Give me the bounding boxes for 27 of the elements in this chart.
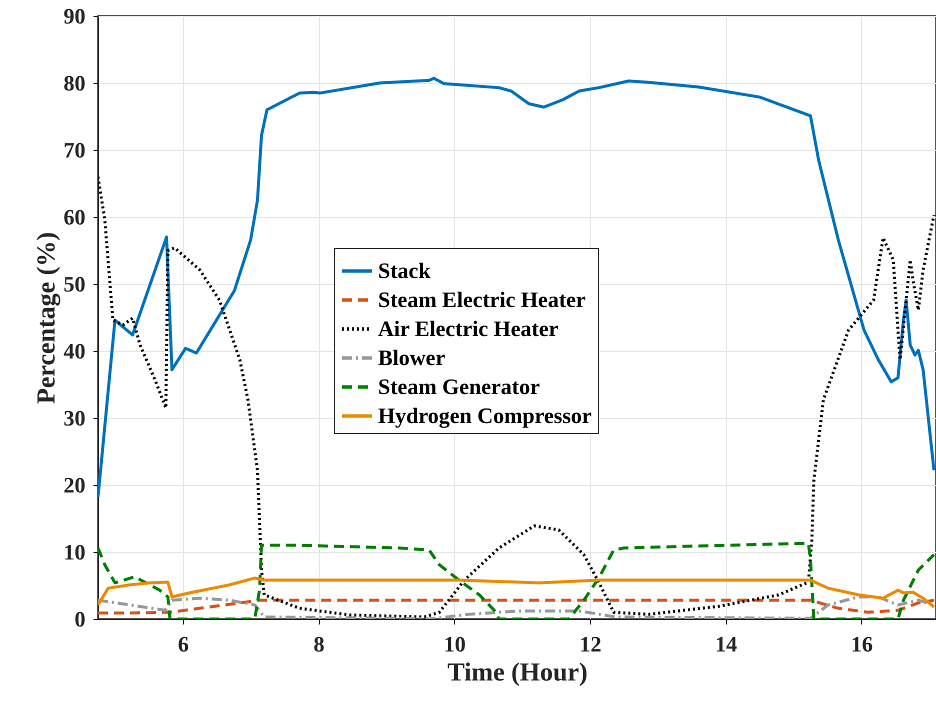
y-tick-label: 70 (64, 138, 86, 162)
x-tick-label: 14 (715, 632, 738, 656)
legend-label: Stack (378, 258, 432, 283)
x-tick-label: 16 (850, 632, 873, 656)
y-tick-label: 50 (64, 272, 86, 296)
y-tick-label: 30 (64, 406, 86, 430)
legend-label: Steam Generator (378, 374, 540, 399)
line-series (98, 576, 936, 608)
line-series (98, 598, 936, 614)
legend-label: Hydrogen Compressor (378, 403, 592, 428)
y-tick-label: 40 (64, 338, 86, 364)
y-axis-title: Percentage (%) (32, 232, 60, 404)
legend-label: Blower (378, 345, 446, 370)
y-tick-label: 90 (64, 4, 86, 28)
y-tick-label: 0 (74, 606, 86, 632)
legend-label: Steam Electric Heater (378, 287, 586, 312)
y-tick-label: 80 (64, 70, 86, 96)
line-series (98, 76, 936, 499)
x-tick-label: 12 (579, 632, 602, 656)
y-tick-label: 10 (64, 540, 86, 564)
y-tick-label: 20 (64, 472, 86, 498)
legend-label: Air Electric Heater (378, 316, 559, 341)
x-axis-title: Time (Hour) (447, 658, 588, 686)
x-tick-label: 8 (314, 632, 325, 656)
x-tick-label: 6 (178, 632, 189, 656)
y-tick-label: 60 (64, 204, 86, 230)
x-tick-label: 10 (444, 632, 466, 656)
